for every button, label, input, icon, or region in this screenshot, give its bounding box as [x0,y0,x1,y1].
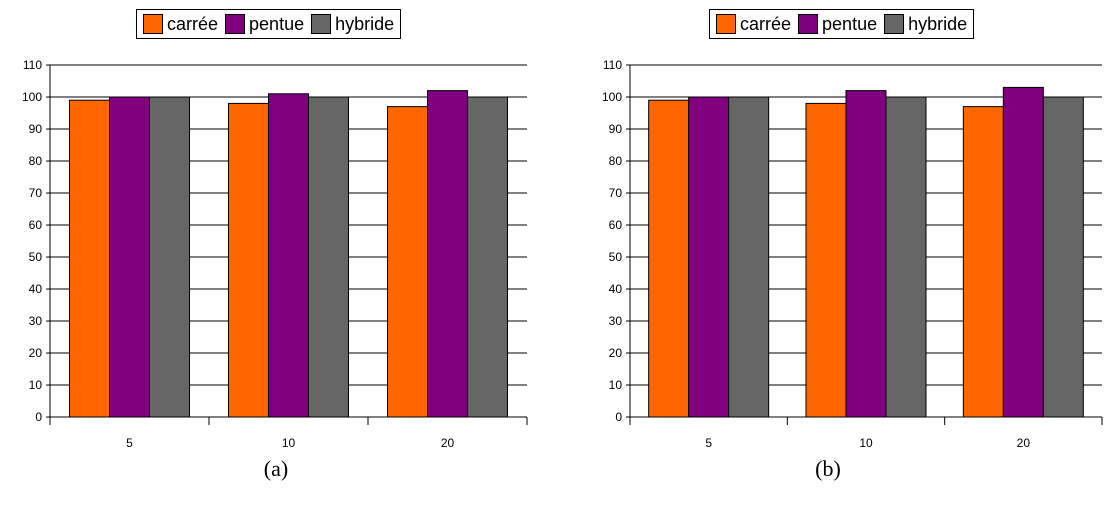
legend-label-pentue: pentue [249,13,305,34]
legend-label-pentue: pentue [822,13,878,34]
bar-hybride-5 [149,96,190,418]
bar-carrée-5 [69,99,110,418]
bar-pentue-5 [688,96,730,418]
legend-a: carrée pentue hybride [136,9,402,39]
x-tick-label: 5 [705,436,712,450]
legend-item-hybride: hybride [884,14,967,35]
y-tick-label: 0 [35,410,42,424]
y-tick-label: 100 [22,90,42,104]
bar-carrée-10 [805,102,847,418]
bar-hybride-10 [885,96,927,418]
bar-carrée-20 [387,106,428,418]
x-tick-label: 10 [282,436,296,450]
bar-hybride-20 [1042,96,1084,418]
bar-pentue-5 [109,96,150,418]
y-tick-label: 10 [29,378,43,392]
chart-svg-a: 0 10 20 30 40 50 60 70 80 90 100 110 5 10 20 [22,58,528,450]
y-tick-label: 80 [609,154,623,168]
caption-b: (b) [815,456,841,481]
legend-label-hybride: hybride [908,13,968,34]
chart-svg-b: 0 10 20 30 40 50 60 70 80 90 100 110 5 10 20 [602,58,1103,450]
bar-pentue-20 [1002,86,1044,418]
chart-panel-a: 0 10 20 30 40 50 60 70 80 90 100 110 5 10 20 carrée pe… [22,9,528,481]
legend-label-carree: carrée [740,13,792,34]
bar-pentue-10 [845,90,887,418]
chart-panel-b: 0 10 20 30 40 50 60 70 80 90 100 110 5 10 20 carrée pe… [552,0,1104,511]
legend-swatch-pentue [798,14,819,34]
legend-swatch-hybride [884,14,905,34]
y-tick-label: 110 [603,58,622,72]
caption-a: (a) [263,456,289,481]
y-tick-label: 110 [23,58,42,72]
bar-hybride-5 [728,96,770,418]
y-tick-label: 60 [29,218,43,232]
bar-hybride-10 [308,96,349,418]
bar-carrée-5 [648,99,690,418]
legend-item-carree: carrée [716,14,791,35]
bar-pentue-20 [427,90,468,418]
legend-item-carree: carrée [143,14,218,35]
y-tick-label: 90 [609,122,623,136]
y-tick-label: 20 [29,346,43,360]
legend-swatch-pentue [225,14,246,34]
y-tick-label: 30 [609,314,623,328]
y-tick-label: 0 [615,410,622,424]
x-tick-label: 20 [1017,436,1031,450]
legend-swatch-carree [716,14,736,34]
bar-pentue-10 [268,93,309,418]
x-tick-label: 20 [441,436,455,450]
legend-item-hybride: hybride [311,14,394,35]
y-tick-label: 40 [609,282,623,296]
bar-carrée-10 [228,102,269,418]
y-tick-label: 80 [29,154,43,168]
y-tick-label: 100 [602,90,622,104]
y-tick-label: 10 [609,378,623,392]
y-tick-label: 90 [29,122,43,136]
y-tick-label: 50 [609,250,623,264]
legend-item-pentue: pentue [798,14,877,35]
y-tick-label: 70 [609,186,623,200]
y-tick-label: 50 [29,250,43,264]
y-tick-label: 60 [609,218,623,232]
bar-carrée-20 [962,106,1004,418]
y-tick-label: 30 [29,314,43,328]
legend-label-carree: carrée [167,13,219,34]
x-tick-label: 10 [859,436,873,450]
y-tick-label: 40 [29,282,43,296]
bar-hybride-20 [467,96,508,418]
y-tick-label: 20 [609,346,623,360]
legend-swatch-hybride [311,14,332,34]
legend-b: carrée pentue hybride [709,9,975,39]
legend-item-pentue: pentue [225,14,304,35]
y-tick-label: 70 [29,186,43,200]
legend-label-hybride: hybride [335,13,395,34]
legend-swatch-carree [143,14,163,34]
x-tick-label: 5 [126,436,133,450]
